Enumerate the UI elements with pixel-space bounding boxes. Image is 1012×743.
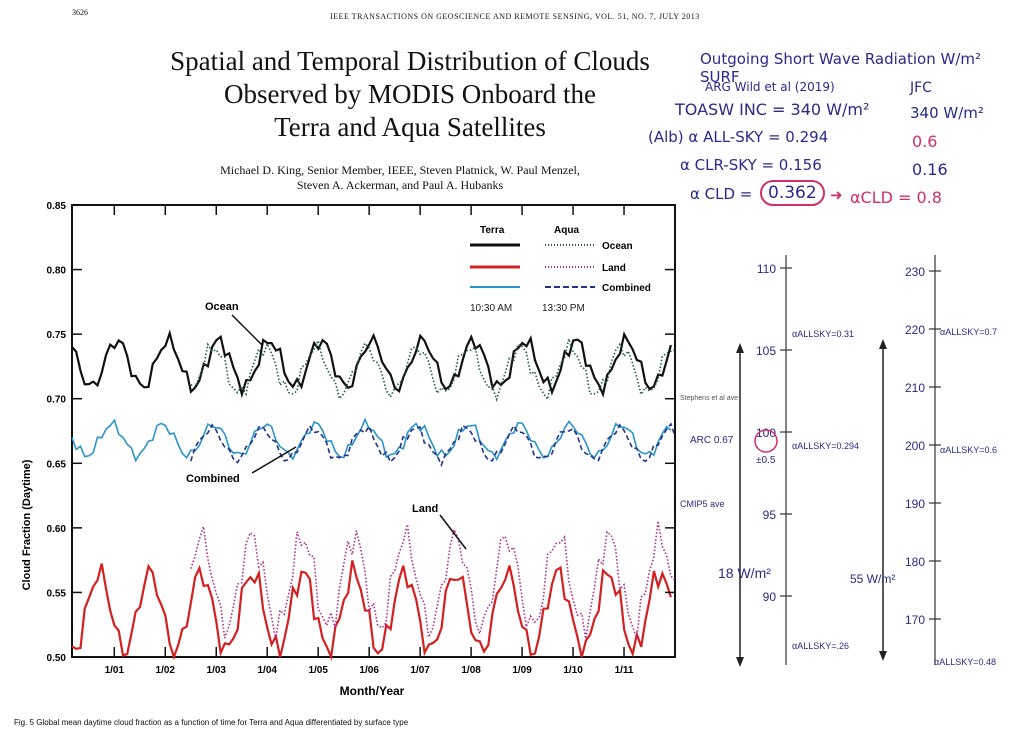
authors-line-2: Steven A. Ackerman, and Paul A. Hubanks [296,178,504,192]
annotation-ocean: Ocean [205,301,239,313]
x-axis-label: Month/Year [340,684,405,698]
x-tick-label: 1/11 [615,665,634,676]
scale1-pm: ±0.5 [756,455,776,466]
notes-alpha-allsky-jfc: 0.6 [912,132,938,151]
scale2-alpha-top: αALLSKY=0.7 [940,327,997,337]
notes-toa-jfc: 340 W/m² [910,104,984,122]
scale1-alpha-bot: αALLSKY=.26 [792,641,849,651]
scale2-bracket-label: 55 W/m² [850,572,895,586]
notes-col2-heading: JFC [910,80,932,96]
scale2-bracket-arrow-up [879,339,887,349]
scale1-tick-label: 95 [763,508,777,522]
scale2-tick-label: 220 [905,323,925,337]
scale1-cmip-note: CMIP5 ave [680,499,725,509]
page-number: 3626 [72,8,88,17]
x-tick-label: 1/10 [563,665,583,676]
authors-line-1: Michael D. King, Senior Member, IEEE, St… [220,163,580,177]
legend-land-label: Land [602,263,626,274]
series-line-aqua-land [190,520,676,640]
annotation-combined-pointer [251,446,297,474]
annotation-combined: Combined [186,473,240,485]
notes-alpha-allsky: (Alb) α ALL-SKY = 0.294 [648,128,829,146]
y-tick-label: 0.60 [47,524,67,535]
notes-alpha-cld-jfc: αCLD = 0.8 [850,188,942,207]
y-tick-label: 0.75 [47,330,67,341]
scale1-tick-label: 100 [756,426,776,440]
x-tick-label: 1/03 [207,665,227,676]
notes-col1-heading: ARG Wild et al (2019) [705,80,835,94]
notes-alpha-cld-label: α CLD = [690,185,753,203]
scale2-tick-label: 180 [905,555,925,569]
x-tick-label: 1/08 [461,665,481,676]
legend-ocean-label: Ocean [602,241,633,252]
scale1-bracket-arrow-up [736,343,744,353]
y-tick-label: 0.55 [47,588,67,599]
scale1-tick-label: 105 [756,344,776,358]
scale1-stephens-note: Stephens et al ave [680,395,738,402]
scale2-alpha-bot: αALLSKY=0.48 [934,657,996,667]
notes-alpha-cld-value: 0.362 [760,180,825,206]
scale2-tick-label: 190 [905,497,925,511]
series-line-aqua-ocean [190,335,676,403]
annotation-ocean-pointer [231,314,263,346]
scale2-tick-label: 170 [905,613,925,627]
y-tick-label: 0.70 [47,395,67,406]
scale1-tick-label: 90 [763,590,777,604]
title-line-2: Observed by MODIS Onboard the [224,79,596,109]
y-axis-label: Cloud Fraction (Daytime) [21,459,33,590]
x-tick-label: 1/04 [257,665,277,676]
plot-frame [71,204,676,658]
annotation-land-pointer [439,514,467,550]
series-line-aqua-combined [190,422,676,468]
scale1-mid-circle [754,429,778,453]
figure-caption: Fig. 5 Global mean daytime cloud fractio… [14,718,409,727]
paper-title: Spatial and Temporal Distribution of Clo… [110,45,710,144]
title-line-3: Terra and Aqua Satellites [274,112,546,142]
x-tick-label: 1/05 [308,665,328,676]
scale1-alpha-mid: αALLSKY=0.294 [792,441,859,451]
x-tick-label: 1/09 [512,665,532,676]
x-tick-label: 1/02 [156,665,176,676]
title-line-1: Spatial and Temporal Distribution of Clo… [170,46,650,76]
x-tick-label: 1/07 [410,665,430,676]
y-tick-label: 0.85 [47,201,67,212]
scale2-bracket-arrow-down [879,651,887,661]
y-tick-label: 0.50 [47,653,67,664]
chart-area: 0.50 0.55 0.60 0.65 0.70 0.75 0.80 0.85 1/01 1/0… [21,201,997,698]
journal-header: IEEE TRANSACTIONS ON GEOSCIENCE AND REMO… [330,12,700,21]
scale1-tick-label: 110 [757,262,776,276]
series-line-terra-combined [71,417,672,463]
scale2-tick-label: 200 [905,439,925,453]
scale1-alpha-top: αALLSKY=0.31 [792,329,854,339]
scale-1: 110 105 100 95 90 18 W/m² Stephens et al ave… [680,255,859,667]
scale1-bracket-arrow-down [736,657,744,667]
x-tick-label: 1/06 [359,665,379,676]
y-tick-label: 0.65 [47,459,67,470]
scale1-bracket-label: 18 W/m² [718,565,771,581]
legend-terra-time: 10:30 AM [470,303,512,314]
notes-toa-label: TOASW INC = 340 W/m² [675,100,870,119]
legend-aqua-time: 13:30 PM [542,303,585,314]
scale1-arc-note: ARC 0.67 [690,435,734,446]
authors: Michael D. King, Senior Member, IEEE, St… [150,163,650,193]
annotation-land: Land [412,503,438,515]
scale-2: 230 220 210 200 190 180 170 55 W/m² αALLSKY=0.… [850,255,997,667]
scale2-tick-label: 210 [905,381,925,395]
series-line-terra-ocean [71,329,672,399]
x-tick-label: 1/01 [105,665,125,676]
legend-combined-label: Combined [602,283,651,294]
notes-alpha-clrsky: α CLR-SKY = 0.156 [680,156,822,174]
legend-aqua-header: Aqua [554,225,579,236]
y-tick-label: 0.80 [47,266,67,277]
scale2-tick-label: 230 [905,265,925,279]
legend: Terra Aqua Ocean Land Combined 10:30 AM … [470,225,651,314]
legend-terra-header: Terra [480,225,505,236]
notes-heading: Outgoing Short Wave Radiation W/m² SURF [700,50,981,86]
scale2-alpha-mid: αALLSKY=0.6 [940,445,997,455]
notes-alpha-clrsky-jfc: 0.16 [912,160,948,179]
arrow-icon: ➜ [830,186,843,204]
series-line-terra-land [71,560,672,662]
